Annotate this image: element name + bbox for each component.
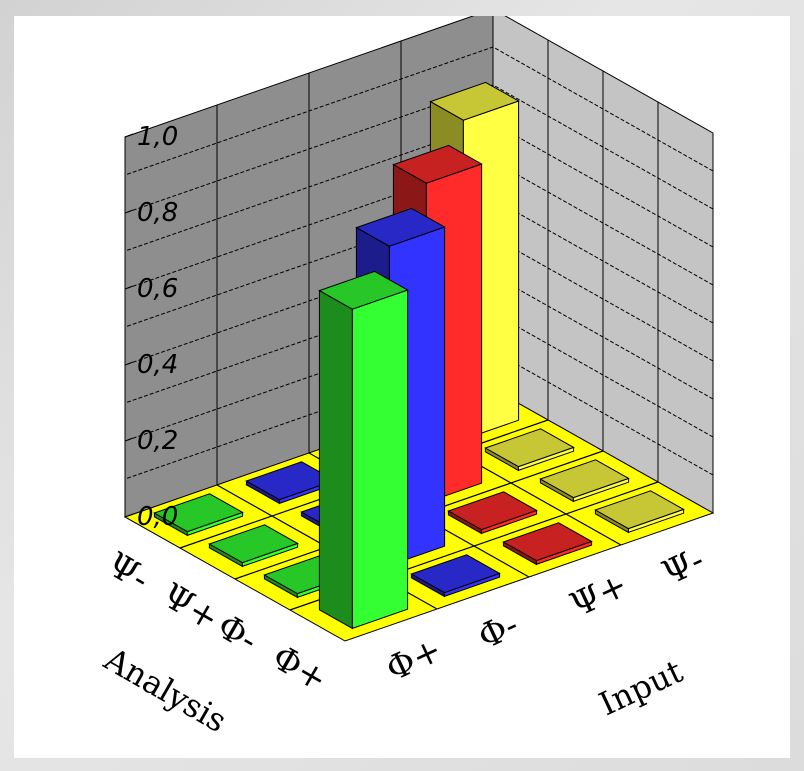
- bar-Ψ+-Φ-: [447, 491, 538, 535]
- wall-grid-horizontal: [124, 46, 714, 176]
- input-tick-label: Ψ+: [564, 565, 634, 626]
- bar-front-face: [351, 289, 409, 630]
- z-tick-label: 0,8: [137, 198, 178, 228]
- input-tick-label: Φ+: [380, 630, 448, 690]
- z-tick: [124, 133, 134, 138]
- bar-top-face: [502, 522, 593, 562]
- chart-frame: 0,0 0,2 0,4 0,6 0,8 1,0 Ψ- Ψ+ Φ- Φ+ Φ+ Φ- Ψ+ Ψ- Analys…: [14, 16, 790, 758]
- z-tick-label: 0,0: [137, 502, 178, 532]
- analysis-axis-title: Analysis: [97, 640, 233, 741]
- bar-top-face: [318, 270, 409, 310]
- bar-top-face: [355, 207, 446, 247]
- bar-top-face: [429, 81, 520, 121]
- bar-Φ+-Φ+: [318, 270, 409, 630]
- z-tick: [124, 209, 134, 214]
- z-tick: [124, 285, 134, 290]
- z-axis: 0,0 0,2 0,4 0,6 0,8 1,0: [124, 122, 178, 532]
- analysis-tick-label: Ψ+: [155, 575, 226, 639]
- bar-top-face: [392, 144, 483, 184]
- wall-grid-horizontal: [124, 84, 714, 214]
- bar-top-face: [208, 524, 299, 564]
- bar3d-chart: 0,00,20,40,60,81,0Ψ-Ψ+Φ-Φ+ Φ+ Φ-Ψ+ Ψ-Analys…: [97, 16, 715, 741]
- bar-top-face: [447, 491, 538, 531]
- bar-top-face: [539, 459, 630, 499]
- analysis-tick-label: Φ+: [265, 637, 334, 700]
- bar-top-face: [484, 428, 575, 468]
- bar-side-face: [318, 289, 353, 630]
- bar-Φ+-Ψ-: [153, 493, 244, 537]
- bars: [153, 81, 685, 630]
- input-axis-title: Input: [593, 652, 688, 723]
- bar-Ψ--Ψ+: [484, 428, 575, 472]
- bar-Ψ--Φ+: [594, 490, 685, 534]
- z-tick-label: 0,6: [137, 274, 178, 304]
- bar-top-face: [594, 490, 685, 530]
- bar-top-face: [153, 493, 244, 533]
- z-tick: [124, 437, 134, 442]
- analysis-tick-label: Ψ-: [100, 544, 156, 599]
- bar-Φ+-Ψ+: [208, 524, 299, 568]
- bar-Ψ--Φ-: [539, 459, 630, 503]
- z-tick-label: 0,4: [137, 350, 178, 380]
- z-tick-label: 1,0: [137, 122, 178, 152]
- bar-top-face: [245, 461, 336, 501]
- z-tick: [124, 361, 134, 366]
- z-tick-label: 0,2: [137, 426, 178, 456]
- z-tick: [124, 513, 134, 518]
- bar-top-face: [410, 554, 501, 594]
- bar-Ψ+-Φ+: [502, 522, 593, 566]
- bar-Φ--Φ+: [410, 554, 501, 598]
- input-tick-label: Φ-: [472, 605, 525, 658]
- input-tick-label: Ψ-: [656, 540, 710, 594]
